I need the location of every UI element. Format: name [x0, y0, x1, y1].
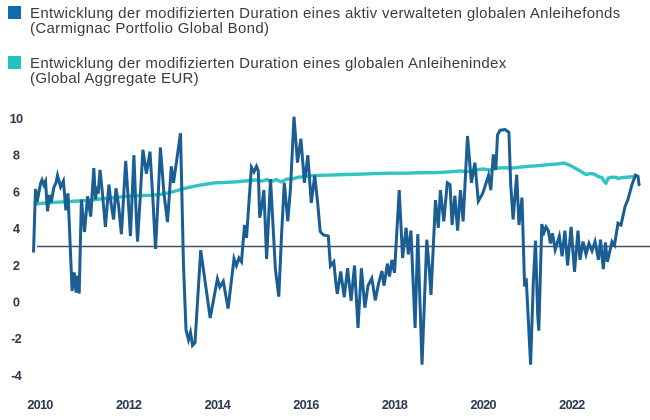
- svg-text:2010: 2010: [27, 397, 53, 412]
- svg-text:2022: 2022: [559, 397, 585, 412]
- svg-text:0: 0: [13, 295, 20, 310]
- svg-text:10: 10: [10, 111, 23, 126]
- svg-text:4: 4: [13, 221, 21, 236]
- svg-text:6: 6: [13, 184, 20, 199]
- svg-text:2: 2: [13, 258, 20, 273]
- svg-text:2018: 2018: [382, 397, 408, 412]
- svg-text:8: 8: [13, 148, 20, 163]
- svg-text:2012: 2012: [116, 397, 142, 412]
- svg-text:2020: 2020: [470, 397, 496, 412]
- svg-text:-2: -2: [11, 331, 21, 346]
- svg-text:-4: -4: [11, 368, 22, 383]
- svg-text:2014: 2014: [205, 397, 232, 412]
- svg-text:2016: 2016: [293, 397, 319, 412]
